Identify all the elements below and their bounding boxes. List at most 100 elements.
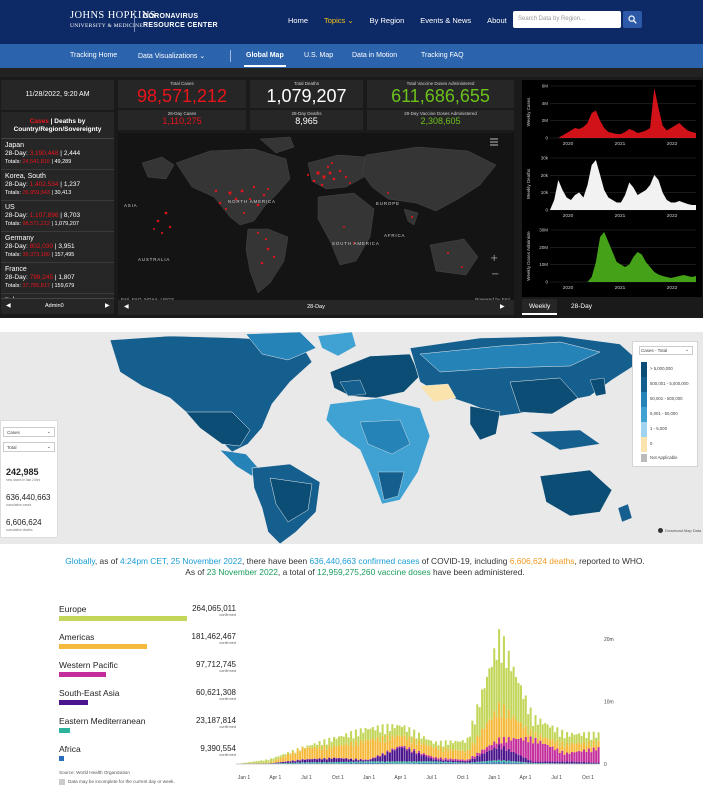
map-legend-icon[interactable] (490, 138, 498, 146)
stacked-bar-segment (401, 747, 404, 762)
zoom-controls[interactable]: + − (490, 253, 499, 280)
stacked-bar-segment (413, 750, 416, 762)
region-item[interactable]: Africa 9,390,554 confirmed (59, 744, 239, 768)
country-item[interactable]: France 28-Day: 799,245 | 1,807 Totals: 37,… (1, 263, 114, 294)
region-item[interactable]: Americas 181,462,467 confirmed (59, 632, 239, 656)
stacked-bar-segment (534, 762, 537, 764)
stacked-bar-segment (252, 761, 256, 764)
stacked-bar-segment (350, 762, 353, 764)
global-map[interactable]: NORTH AMERICA EUROPE ASIA AFRICA SOUTH A… (118, 133, 514, 305)
country-item[interactable]: Korea, South 28-Day: 1,402,534 | 1,237 Tot… (1, 170, 114, 201)
stacked-bar-segment (323, 739, 326, 746)
metric-select[interactable]: Cases ⌄ (3, 427, 55, 437)
download-map-data[interactable]: Download Map Data (658, 528, 701, 534)
admin-next-icon[interactable]: ▶ (105, 303, 110, 309)
legend-select[interactable] (639, 346, 693, 355)
subnav-data-visualizations[interactable]: Data Visualizations ⌄ (138, 53, 206, 60)
stacked-bar-segment (386, 723, 389, 736)
world-map-dark: NORTH AMERICA EUROPE ASIA AFRICA SOUTH A… (118, 133, 514, 305)
country-total-cases: 98,571,212 (22, 221, 50, 227)
nav-home[interactable]: Home (288, 16, 309, 25)
stacked-bar-segment (267, 762, 270, 764)
stacked-bar-segment (498, 629, 501, 703)
tab-weekly[interactable]: Weekly (522, 299, 558, 315)
stacked-bar-segment (597, 740, 600, 748)
stacked-bar-segment (437, 760, 440, 762)
stacked-bar-segment (284, 754, 287, 757)
who-world-map[interactable] (0, 332, 703, 544)
stacked-bar-segment (376, 761, 379, 763)
stacked-bar-segment (388, 753, 391, 762)
country-item[interactable]: US 28-Day: 1,107,896 | 8,703 Totals: 98,57… (1, 201, 114, 232)
nav-by-region[interactable]: By Region (369, 16, 405, 25)
stacked-bar-segment (464, 742, 467, 753)
stacked-bar-segment (376, 736, 379, 756)
search-button[interactable] (623, 11, 642, 28)
region-item[interactable]: Europe 264,065,011 confirmed (59, 604, 239, 628)
country-item[interactable]: Japan 28-Day: 3,190,448 | 2,444 Totals: 24… (1, 139, 114, 170)
nav-events-news[interactable]: Events & News (420, 16, 472, 25)
stacked-bar-segment (459, 750, 462, 760)
stacked-bar-segment (592, 740, 595, 748)
subnav-tracking-faq[interactable]: Tracking FAQ (421, 52, 464, 59)
stacked-bar-segment (575, 743, 578, 752)
search-input[interactable]: Search Data by Region... (513, 11, 621, 28)
stacked-bar-segment (296, 748, 299, 750)
stacked-bar-segment (447, 751, 450, 760)
region-bar (59, 756, 64, 761)
stacked-bar-segment (563, 761, 566, 764)
stacked-bar-segment (430, 745, 433, 757)
stacked-bar-segment (243, 762, 246, 764)
who-stacked-chart[interactable]: 0 10m 20m Jan 1 Apr 1 Jul 1 Oct 1 Jan 1 Apr 1 Jul… (232, 604, 632, 784)
stacked-bar-segment (461, 750, 464, 760)
region-item[interactable]: Eastern Mediterranean 23,187,814 confirmed (59, 716, 239, 740)
jhu-logo[interactable]: JOHNS HOPKINS UNIVERSITY & MEDICINE (70, 10, 156, 29)
subnav-data-in-motion[interactable]: Data in Motion (352, 52, 398, 59)
stacked-bar-segment (553, 750, 556, 762)
dashboard-top-strip (0, 68, 703, 77)
stacked-bar-segment (456, 763, 459, 764)
stacked-bar-segment (529, 760, 532, 763)
nav-about[interactable]: About (487, 16, 507, 25)
map-next-icon[interactable]: ▶ (500, 304, 505, 310)
map-prev-icon[interactable]: ◀ (124, 304, 129, 310)
map-label-asia: ASIA (124, 203, 137, 208)
stacked-bar-segment (466, 759, 469, 761)
country-list[interactable]: Japan 28-Day: 3,190,448 | 2,444 Totals: 24… (1, 139, 114, 309)
site-title[interactable]: CORONAVIRUS RESOURCE CENTER (143, 12, 233, 30)
stacked-bar-segment (461, 740, 464, 751)
stacked-bar-segment (274, 759, 277, 763)
stacked-bar-segment (575, 761, 578, 764)
vaccine-28day-value: 2,308,605 (420, 116, 461, 126)
stacked-bar-segment (401, 736, 404, 747)
svg-text:−: − (491, 269, 499, 280)
stacked-bar-segment (384, 742, 387, 755)
period-select[interactable]: Total ⌄ (3, 442, 55, 452)
stacked-bar-segment (500, 662, 503, 718)
stacked-bar-segment (330, 758, 333, 763)
stacked-bar-segment (434, 762, 438, 764)
subnav-us-map[interactable]: U.S. Map (304, 52, 334, 59)
stacked-bar-segment (427, 761, 430, 763)
stacked-bar-segment (410, 736, 413, 744)
stacked-bar-segment (401, 761, 404, 764)
stacked-bar-segment (405, 763, 408, 764)
stacked-bar-segment (464, 763, 467, 764)
stacked-bar-segment (466, 763, 469, 764)
region-item[interactable]: Western Pacific 97,712,745 confirmed (59, 660, 239, 684)
country-28day-cases: 1,107,896 (29, 212, 59, 219)
stacked-bar-segment (527, 742, 530, 761)
stacked-bar-segment (367, 729, 370, 741)
stacked-bar-segment (274, 762, 277, 764)
stacked-bar-segment (481, 753, 484, 762)
nav-topics[interactable]: Topics ⌄ (324, 16, 354, 25)
subnav-global-map[interactable]: Global Map (246, 52, 284, 59)
stacked-bar-segment (420, 738, 423, 745)
country-item[interactable]: Germany 28-Day: 802,030 | 3,951 Totals: 36… (1, 232, 114, 263)
region-item[interactable]: South-East Asia 60,621,308 confirmed (59, 688, 239, 712)
subnav-tracking-home[interactable]: Tracking Home (70, 52, 118, 59)
stacked-bar-segment (532, 762, 535, 764)
tab-28-day[interactable]: 28-Day (571, 303, 592, 310)
map-label-australia: AUSTRALIA (138, 257, 170, 262)
admin-prev-icon[interactable]: ◀ (6, 303, 11, 309)
